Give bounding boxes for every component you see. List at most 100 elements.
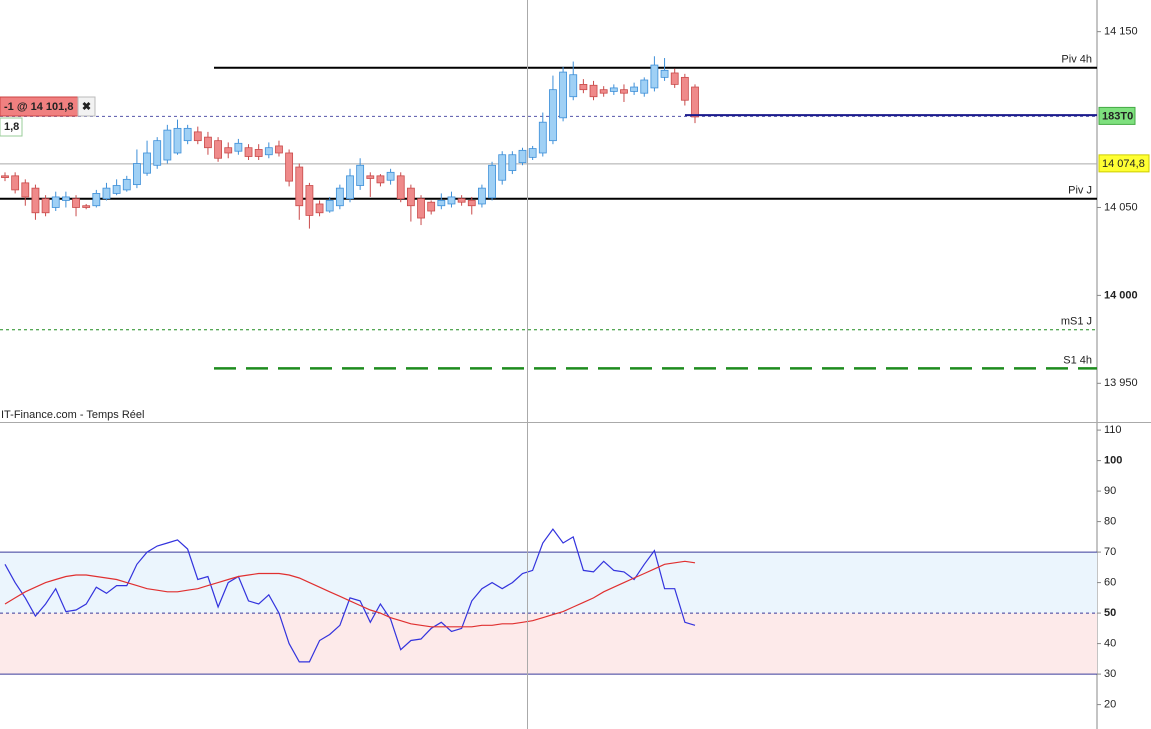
candle-body xyxy=(204,136,212,149)
candle-body xyxy=(122,178,131,191)
zone-upper xyxy=(0,552,1097,614)
candle-body xyxy=(660,69,669,78)
candle-body xyxy=(82,205,91,208)
candle-body xyxy=(21,182,30,198)
candle-body xyxy=(691,86,699,118)
candle-body xyxy=(193,131,202,142)
candle-body xyxy=(538,121,547,154)
candle-body xyxy=(528,148,537,158)
candle-body xyxy=(609,87,618,92)
y-tick-label: 40 xyxy=(1104,638,1116,650)
candle-body xyxy=(183,127,192,142)
timer-label: 183T0 xyxy=(1102,110,1133,122)
source-label: IT-Finance.com - Temps Réel xyxy=(1,409,144,421)
y-tick-label: 60 xyxy=(1104,577,1116,589)
candle-body xyxy=(630,86,639,92)
candle-body xyxy=(457,198,466,203)
candle-body xyxy=(72,198,80,208)
order-label: -1 @ 14 101,8 xyxy=(4,101,73,113)
candle-body xyxy=(102,187,111,200)
candle-body xyxy=(234,142,243,152)
candle-body xyxy=(254,149,263,157)
candle-body xyxy=(559,71,567,119)
candle-body xyxy=(112,185,121,194)
candle-body xyxy=(427,201,436,212)
candle-body xyxy=(579,84,588,91)
candle-body xyxy=(640,79,649,94)
candle-body xyxy=(549,89,557,142)
candle-body xyxy=(244,147,253,157)
candle-body xyxy=(295,166,304,207)
candle-body xyxy=(356,164,365,186)
candle-body xyxy=(214,140,222,159)
candle-body xyxy=(467,200,476,207)
candle-body xyxy=(478,187,486,205)
candle-body xyxy=(417,198,425,219)
y-tick-label: 30 xyxy=(1104,668,1116,680)
level-label: mS1 J xyxy=(1061,316,1092,328)
candle-body xyxy=(437,200,446,207)
candle-body xyxy=(305,185,314,216)
candle-body xyxy=(285,152,294,182)
y-tick-label: 100 xyxy=(1104,455,1122,467)
y-tick-label: 80 xyxy=(1104,516,1116,528)
y-tick-label: 14 150 xyxy=(1104,26,1138,38)
candle-body xyxy=(275,145,283,154)
candle-body xyxy=(406,187,415,207)
candle-body xyxy=(488,164,496,199)
candle-body xyxy=(518,149,527,164)
candle-body xyxy=(11,175,20,191)
candle-body xyxy=(143,152,151,174)
y-tick-label: 14 000 xyxy=(1104,289,1138,301)
candle-body xyxy=(335,187,344,207)
candle-body xyxy=(315,203,324,214)
candle-body xyxy=(620,89,628,94)
reference-label: 14 074,8 xyxy=(1102,158,1145,170)
y-tick-label: 20 xyxy=(1104,699,1116,711)
candle-body xyxy=(386,171,395,181)
order-close-icon[interactable]: ✖ xyxy=(82,101,91,113)
order-close xyxy=(77,96,96,117)
candle-body xyxy=(325,200,334,212)
y-tick-label: 110 xyxy=(1104,424,1122,436)
candle-body xyxy=(670,72,679,85)
y-tick-label: 70 xyxy=(1104,546,1116,558)
candle-body xyxy=(133,163,141,186)
level-label: S1 4h xyxy=(1063,354,1092,366)
y-tick-label: 50 xyxy=(1104,607,1116,619)
y-tick-label: 90 xyxy=(1104,485,1116,497)
candle-body xyxy=(346,175,354,200)
y-tick-label: 14 050 xyxy=(1104,201,1138,213)
candle-body xyxy=(224,147,233,154)
zone-lower xyxy=(0,613,1097,675)
candle-body xyxy=(366,175,375,179)
candle-body xyxy=(41,198,50,214)
series-line xyxy=(4,560,696,628)
pnl-badge xyxy=(0,117,23,137)
candle-body xyxy=(31,187,40,214)
candle-body xyxy=(61,196,70,201)
candle-body xyxy=(498,154,507,181)
candle-body xyxy=(508,154,517,171)
series-line xyxy=(4,528,696,663)
level-label: Piv J xyxy=(1068,185,1092,197)
candle-body xyxy=(589,84,598,98)
y-tick-label: 13 950 xyxy=(1104,377,1138,389)
level-label: Piv 4h xyxy=(1061,54,1092,66)
candle-body xyxy=(599,89,608,94)
reference-badge xyxy=(1098,154,1150,173)
candle-body xyxy=(650,64,659,89)
candle-body xyxy=(680,76,689,101)
candle-body xyxy=(92,193,101,207)
candle-body xyxy=(447,196,456,205)
candle-body xyxy=(569,74,578,98)
candle-body xyxy=(153,140,162,166)
candle-body xyxy=(264,147,273,156)
candle-body xyxy=(163,129,172,161)
timer-badge xyxy=(1098,106,1136,125)
candle-body xyxy=(376,175,385,184)
pnl-label: 1,8 xyxy=(4,121,19,133)
candle-body xyxy=(173,127,182,154)
